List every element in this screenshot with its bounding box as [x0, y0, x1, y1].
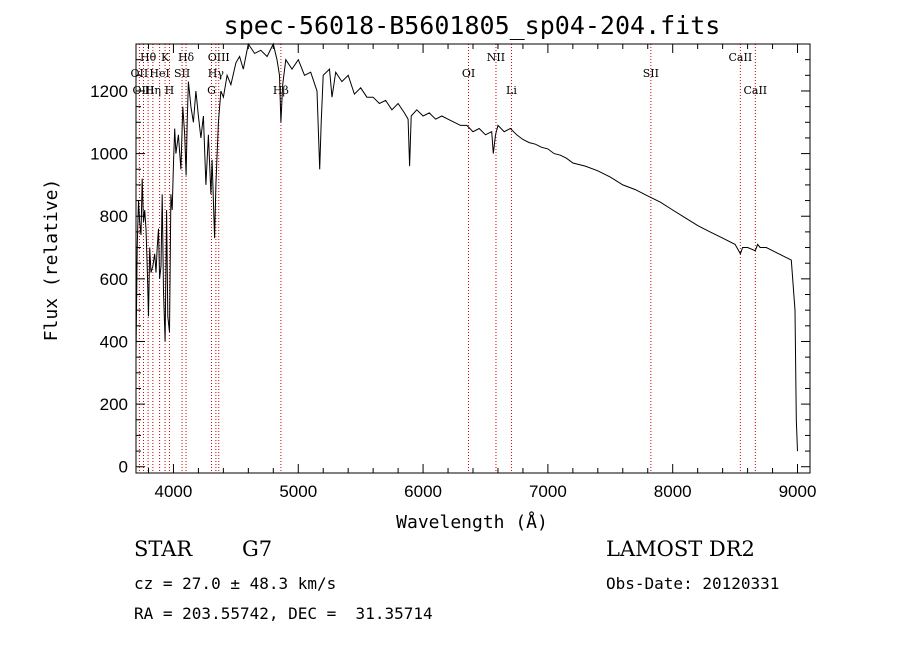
line-label: SII	[643, 67, 659, 80]
redshift-value: cz = 27.0 ± 48.3 km/s	[134, 574, 337, 593]
y-axis-label: Flux (relative)	[41, 179, 62, 342]
line-label: Hδ	[178, 51, 195, 64]
x-tick-label: 4000	[155, 482, 193, 501]
line-label: CaII	[729, 51, 753, 64]
line-label: Hθ	[140, 51, 157, 64]
coordinates: RA = 203.55742, DEC = 31.35714	[134, 604, 433, 623]
chart-title: spec-56018-B5601805_sp04-204.fits	[224, 11, 721, 40]
plot-frame	[135, 43, 811, 474]
line-label: Li	[506, 84, 517, 97]
object-subclass: G7	[242, 537, 273, 561]
y-tick-label: 1000	[90, 145, 128, 164]
line-label: Hβ	[273, 84, 289, 97]
observation-date: Obs-Date: 20120331	[606, 574, 780, 593]
line-label: OII	[131, 67, 149, 80]
line-label: SII	[174, 67, 190, 80]
x-axis: 4000 5000 6000 7000 8000 9000	[147, 44, 817, 501]
survey-name: LAMOST DR2	[606, 537, 755, 561]
y-tick-label: 1200	[90, 82, 128, 101]
x-tick-label: 9000	[779, 482, 817, 501]
line-label: Hη	[145, 84, 161, 97]
x-axis-label: Wavelength (Å)	[396, 511, 548, 533]
spectral-line-markers	[138, 44, 756, 473]
line-label: CaII	[743, 84, 767, 97]
line-label: OIII	[208, 51, 230, 64]
y-tick-label: 800	[100, 207, 128, 226]
line-label: HeI	[149, 67, 169, 80]
line-label: Hγ	[208, 67, 225, 80]
line-label: H	[165, 84, 175, 97]
y-tick-label: 600	[100, 270, 128, 289]
x-tick-label: 6000	[404, 482, 442, 501]
x-tick-label: 8000	[654, 482, 692, 501]
line-label: NII	[487, 51, 505, 64]
x-tick-label: 5000	[279, 482, 317, 501]
line-label: G	[207, 84, 216, 97]
y-tick-label: 200	[100, 395, 128, 414]
y-axis: 0 200 400 600 800 1000 1200	[90, 59, 810, 477]
y-tick-label: 400	[100, 332, 128, 351]
line-label: K	[161, 51, 170, 64]
y-tick-label: 0	[119, 458, 128, 477]
line-label: OI	[462, 67, 475, 80]
spectrum-line	[135, 42, 798, 452]
object-class: STAR	[134, 537, 193, 561]
x-tick-label: 7000	[529, 482, 567, 501]
